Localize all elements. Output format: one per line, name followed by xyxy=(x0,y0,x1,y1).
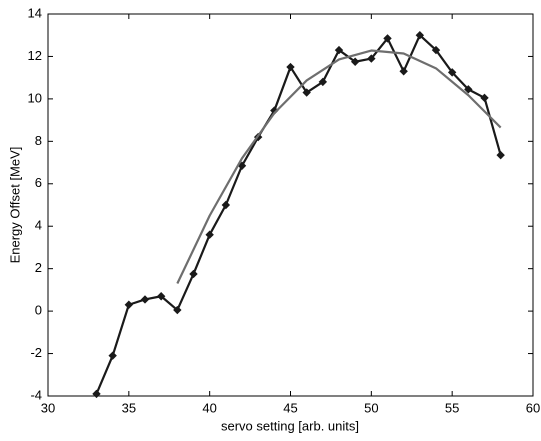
x-axis-label: servo setting [arb. units] xyxy=(221,418,359,433)
data-point xyxy=(140,295,150,304)
series-line xyxy=(95,34,502,395)
y-tick-label: 8 xyxy=(35,133,42,148)
series-line xyxy=(176,49,502,284)
x-tick-label: 40 xyxy=(202,400,216,415)
y-tick-label: -4 xyxy=(30,387,42,402)
data-point xyxy=(399,67,408,76)
data-point xyxy=(334,45,344,55)
data-point xyxy=(415,31,425,40)
data-point xyxy=(205,230,214,239)
data-point xyxy=(286,62,295,72)
y-tick-label: 10 xyxy=(28,90,42,105)
y-tick-label: 12 xyxy=(28,48,42,63)
x-tick-label: 60 xyxy=(526,400,540,415)
x-tick-label: 55 xyxy=(445,400,459,415)
data-point xyxy=(464,85,473,94)
data-point xyxy=(383,34,392,43)
y-tick-label: 14 xyxy=(28,5,42,20)
y-tick-label: 4 xyxy=(35,218,42,233)
data-point xyxy=(367,54,376,63)
data-point xyxy=(173,305,182,315)
data-point xyxy=(350,57,360,66)
data-point xyxy=(496,150,505,160)
plot-frame xyxy=(47,13,534,397)
data-point xyxy=(431,45,441,55)
y-tick-label: 6 xyxy=(35,175,42,190)
data-point xyxy=(302,88,311,97)
x-tick-label: 30 xyxy=(41,400,55,415)
data-point xyxy=(480,93,489,103)
data-point xyxy=(124,300,134,309)
x-tick-label: 45 xyxy=(283,400,297,415)
x-tick-label: 50 xyxy=(364,400,378,415)
data-point xyxy=(108,351,117,360)
y-axis-label: Energy Offset [MeV] xyxy=(7,147,22,264)
data-point xyxy=(447,68,457,77)
y-tick-label: 2 xyxy=(35,260,42,275)
y-tick-label: 0 xyxy=(35,303,42,318)
x-tick-label: 35 xyxy=(122,400,136,415)
y-tick-label: -2 xyxy=(30,345,42,360)
data-point xyxy=(189,269,198,279)
data-point xyxy=(318,77,328,87)
data-point xyxy=(156,292,166,301)
data-point xyxy=(221,200,231,210)
data-point xyxy=(92,389,101,399)
